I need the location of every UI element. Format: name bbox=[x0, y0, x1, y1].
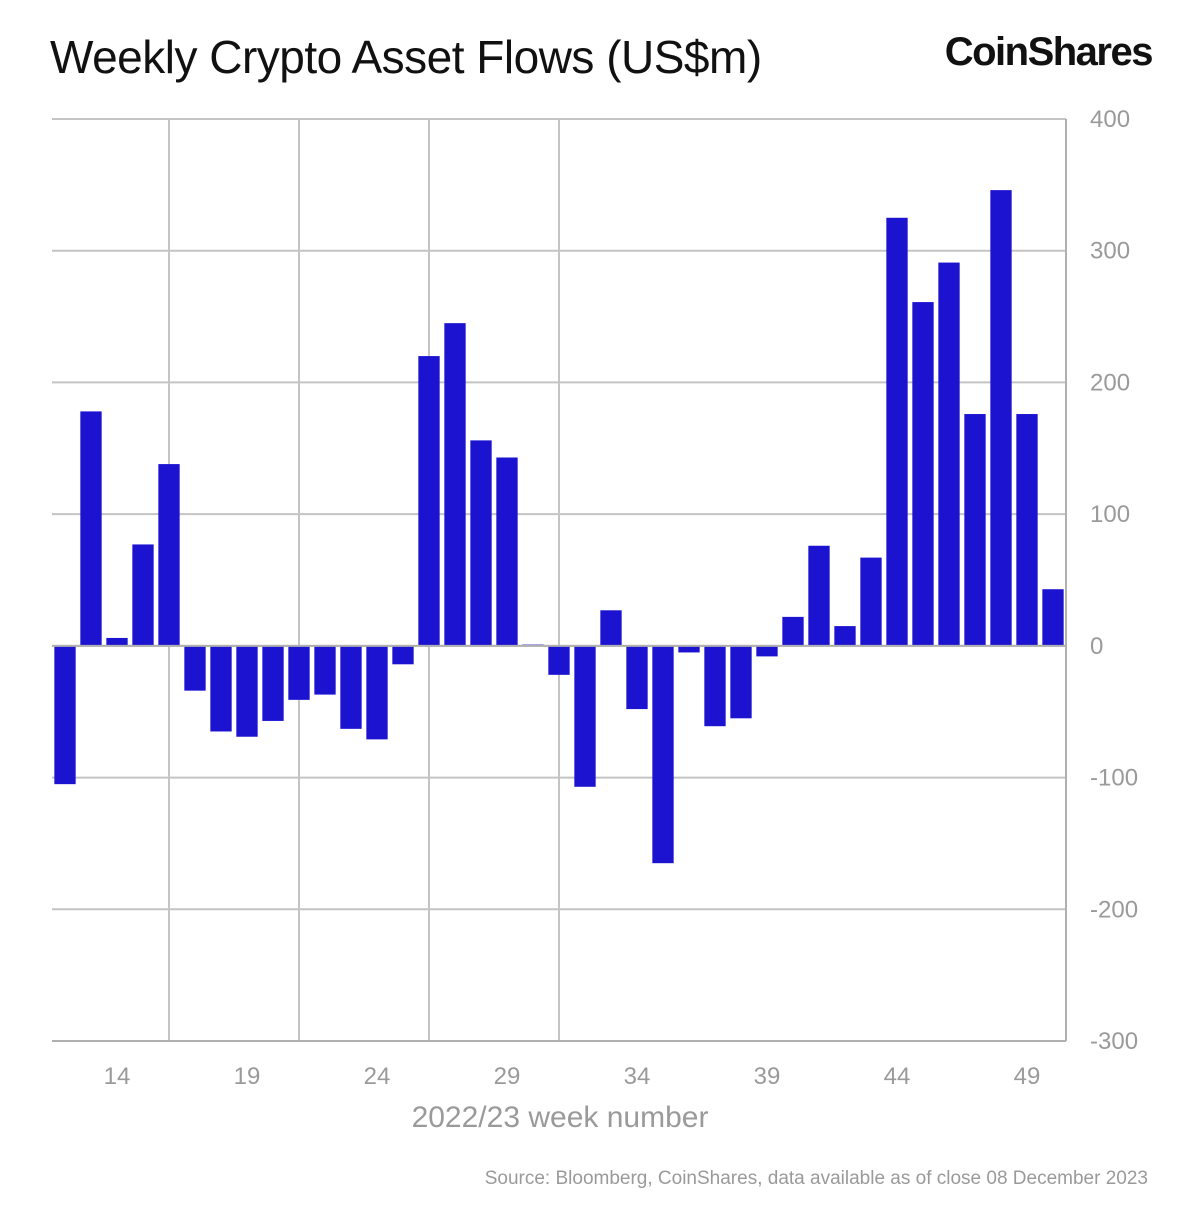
bar-week-25 bbox=[392, 645, 414, 665]
bar-week-34 bbox=[626, 645, 648, 710]
x-tick-label: 44 bbox=[884, 1063, 911, 1090]
bar-week-45 bbox=[912, 302, 934, 646]
bar-week-22 bbox=[314, 645, 336, 695]
bar-week-47 bbox=[964, 414, 986, 646]
bar-week-17 bbox=[184, 645, 206, 691]
bar-week-33 bbox=[600, 610, 622, 646]
bar-week-26 bbox=[418, 356, 440, 646]
bar-week-44 bbox=[886, 217, 908, 646]
x-axis-label: 2022/23 week number bbox=[412, 1101, 709, 1134]
bar-week-18 bbox=[210, 645, 232, 732]
bar-week-40 bbox=[782, 616, 804, 646]
bar-week-43 bbox=[860, 557, 882, 646]
x-tick-labels: 14 19 24 29 34 39 44 49 bbox=[104, 1063, 1041, 1090]
bar-week-23 bbox=[340, 645, 362, 729]
axes bbox=[52, 119, 1067, 1042]
bar-week-32 bbox=[574, 645, 596, 787]
bar-week-37 bbox=[704, 645, 726, 727]
bar-week-46 bbox=[938, 262, 960, 646]
bars bbox=[54, 190, 1064, 864]
coinshares-logo: CoinShares bbox=[944, 30, 1154, 74]
y-tick-labels: 400 300 200 100 0 -100 -200 -300 bbox=[1090, 106, 1138, 1055]
y-tick-label: 100 bbox=[1090, 501, 1130, 528]
chart-title: Weekly Crypto Asset Flows (US$m) bbox=[50, 31, 762, 83]
bar-week-48 bbox=[990, 190, 1012, 646]
bar-week-36 bbox=[678, 645, 700, 653]
y-tick-label: 0 bbox=[1090, 633, 1103, 660]
source-note: Source: Bloomberg, CoinShares, data avai… bbox=[484, 1168, 1148, 1189]
x-tick-label: 19 bbox=[234, 1063, 261, 1090]
y-tick-label: -100 bbox=[1090, 765, 1138, 792]
y-tick-label: 400 bbox=[1090, 106, 1130, 133]
bar-week-19 bbox=[236, 645, 258, 737]
x-tick-label: 24 bbox=[364, 1063, 391, 1090]
bar-week-27 bbox=[444, 323, 466, 646]
x-tick-label: 49 bbox=[1014, 1063, 1041, 1090]
x-tick-label: 29 bbox=[494, 1063, 521, 1090]
bar-week-21 bbox=[288, 645, 310, 700]
bar-week-38 bbox=[730, 645, 752, 719]
bar-week-16 bbox=[158, 464, 180, 646]
x-tick-label: 14 bbox=[104, 1063, 131, 1090]
y-tick-label: -300 bbox=[1090, 1028, 1138, 1055]
bar-week-31 bbox=[548, 645, 570, 675]
y-tick-label: 200 bbox=[1090, 369, 1130, 396]
bar-week-41 bbox=[808, 545, 830, 646]
bar-week-24 bbox=[366, 645, 388, 740]
bar-week-50 bbox=[1042, 589, 1064, 646]
bar-week-14 bbox=[106, 637, 128, 646]
bar-week-20 bbox=[262, 645, 284, 721]
x-tick-label: 39 bbox=[754, 1063, 781, 1090]
bar-week-42 bbox=[834, 626, 856, 646]
bar-week-39 bbox=[756, 645, 778, 657]
x-tick-label: 34 bbox=[624, 1063, 651, 1090]
y-tick-label: 300 bbox=[1090, 238, 1130, 265]
bar-week-13 bbox=[80, 411, 102, 646]
bar-week-12 bbox=[54, 645, 76, 785]
bar-week-28 bbox=[470, 440, 492, 646]
bar-week-49 bbox=[1016, 414, 1038, 646]
bar-week-15 bbox=[132, 544, 154, 646]
bar-week-35 bbox=[652, 645, 674, 864]
bar-week-29 bbox=[496, 457, 518, 646]
y-tick-label: -200 bbox=[1090, 896, 1138, 923]
